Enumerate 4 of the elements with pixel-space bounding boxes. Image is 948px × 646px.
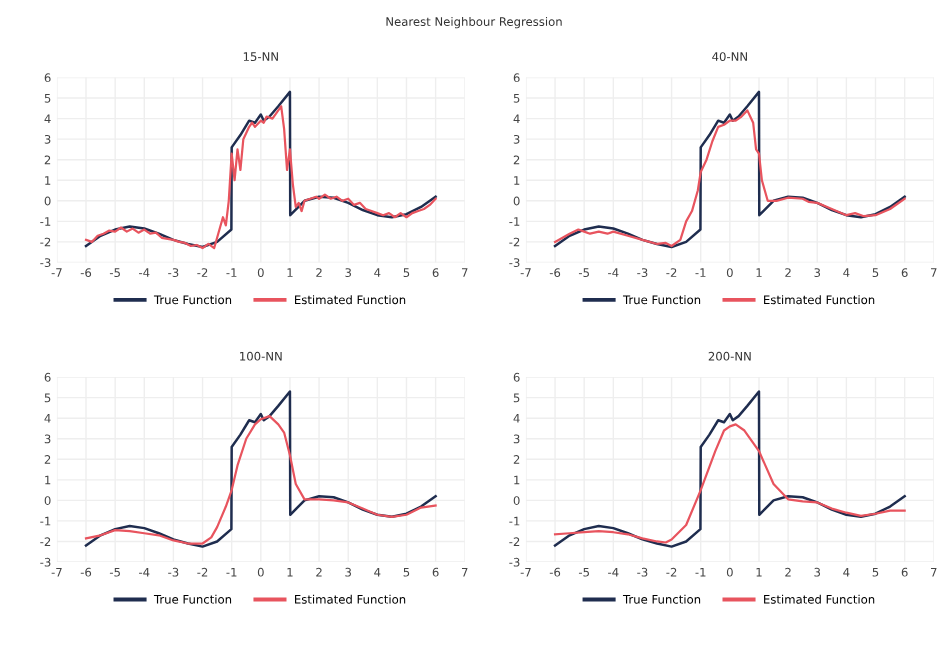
line-series xyxy=(553,423,906,544)
line-series xyxy=(84,390,437,548)
line-series xyxy=(553,390,906,548)
line-series xyxy=(84,415,437,545)
